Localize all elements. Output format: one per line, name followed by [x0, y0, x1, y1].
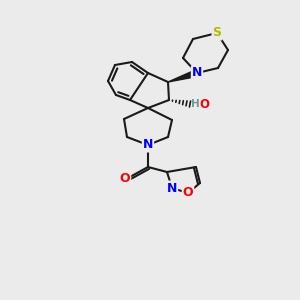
Text: S: S — [212, 26, 221, 40]
Polygon shape — [168, 70, 198, 82]
Text: O: O — [183, 187, 193, 200]
Text: N: N — [143, 139, 153, 152]
Text: O: O — [199, 98, 209, 110]
Text: H: H — [191, 99, 200, 109]
Text: O: O — [120, 172, 130, 184]
Text: N: N — [192, 67, 202, 80]
Text: N: N — [167, 182, 177, 194]
